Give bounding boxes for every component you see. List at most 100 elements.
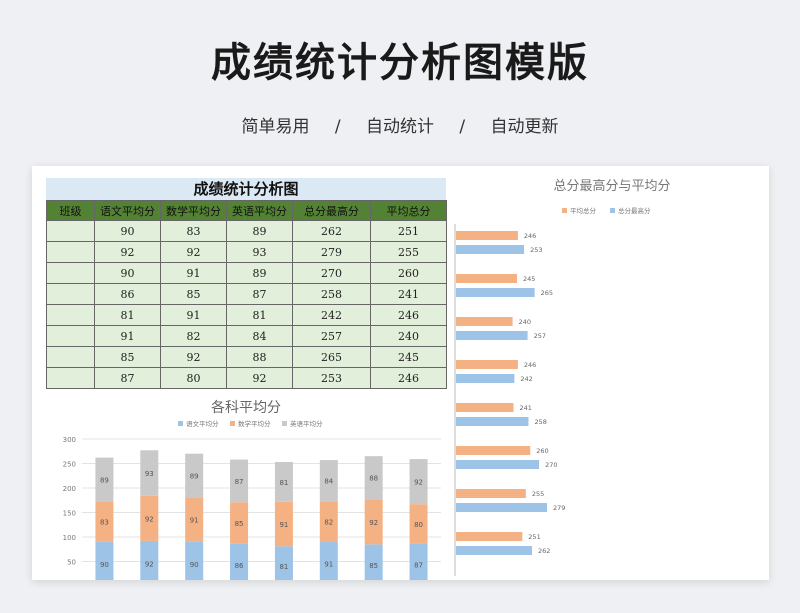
cell-math-avg[interactable]: 91 xyxy=(160,304,227,326)
cell-english-avg[interactable]: 88 xyxy=(226,346,293,368)
data-label: 92 xyxy=(145,560,154,568)
data-label: 93 xyxy=(145,470,154,478)
cell-max-total[interactable]: 253 xyxy=(292,367,371,389)
cell-max-total[interactable]: 257 xyxy=(292,325,371,347)
stacked-bar-segment xyxy=(140,495,159,541)
cell-class[interactable] xyxy=(46,283,95,305)
cell-avg-total[interactable]: 240 xyxy=(370,325,447,347)
data-label: 91 xyxy=(190,517,199,525)
data-label: 255 xyxy=(532,490,544,498)
score-table: 班级 语文平均分 数学平均分 英语平均分 总分最高分 平均总分 90 83 89 26… xyxy=(46,200,447,389)
cell-max-total[interactable]: 279 xyxy=(292,241,371,263)
spreadsheet-preview: 成绩统计分析图 班级 语文平均分 数学平均分 英语平均分 总分最高分 平均总分 … xyxy=(32,166,769,586)
stacked-bar-segment xyxy=(274,462,293,502)
stacked-bar-segment xyxy=(409,504,428,544)
header-chinese-avg[interactable]: 语文平均分 xyxy=(94,200,161,221)
legend-label: 总分最高分 xyxy=(618,206,651,215)
cell-class[interactable] xyxy=(46,325,95,347)
cell-max-total[interactable]: 262 xyxy=(292,220,371,242)
bar xyxy=(456,503,547,512)
data-label: 251 xyxy=(528,533,540,541)
stacked-bar-segment xyxy=(140,450,159,496)
cell-chinese-avg[interactable]: 85 xyxy=(94,346,161,368)
cell-english-avg[interactable]: 93 xyxy=(226,241,293,263)
cell-class[interactable] xyxy=(46,346,95,368)
data-label: 90 xyxy=(190,561,199,569)
data-label: 241 xyxy=(519,404,531,412)
cell-chinese-avg[interactable]: 92 xyxy=(94,241,161,263)
cell-english-avg[interactable]: 89 xyxy=(226,262,293,284)
cell-max-total[interactable]: 270 xyxy=(292,262,371,284)
table-row: 81 91 81 242 246 xyxy=(46,304,447,326)
cell-math-avg[interactable]: 92 xyxy=(160,241,227,263)
stacked-bar-segment xyxy=(185,497,204,542)
cell-class[interactable] xyxy=(46,262,95,284)
cell-english-avg[interactable]: 87 xyxy=(226,283,293,305)
data-label: 83 xyxy=(100,519,109,527)
cell-avg-total[interactable]: 246 xyxy=(370,304,447,326)
cell-max-total[interactable]: 242 xyxy=(292,304,371,326)
cell-english-avg[interactable]: 92 xyxy=(226,367,293,389)
header-max-total[interactable]: 总分最高分 xyxy=(292,200,371,221)
legend-label: 语文平均分 xyxy=(186,419,219,428)
cell-avg-total[interactable]: 251 xyxy=(370,220,447,242)
cell-avg-total[interactable]: 255 xyxy=(370,241,447,263)
y-tick-label: 150 xyxy=(63,510,76,518)
cell-class[interactable] xyxy=(46,367,95,389)
cell-chinese-avg[interactable]: 90 xyxy=(94,262,161,284)
table-row: 91 82 84 257 240 xyxy=(46,325,447,347)
table-row: 90 91 89 270 260 xyxy=(46,262,447,284)
cell-math-avg[interactable]: 91 xyxy=(160,262,227,284)
stacked-bar-segment xyxy=(230,502,249,544)
page-title: 成绩统计分析图模版 xyxy=(211,40,589,86)
feature-tags: 简单易用 / 自动统计 / 自动更新 xyxy=(0,112,800,137)
tag-separator: / xyxy=(334,117,341,137)
cell-avg-total[interactable]: 246 xyxy=(370,367,447,389)
cell-chinese-avg[interactable]: 87 xyxy=(94,367,161,389)
cell-chinese-avg[interactable]: 90 xyxy=(94,220,161,242)
header-class[interactable]: 班级 xyxy=(46,200,95,221)
header-avg-total[interactable]: 平均总分 xyxy=(370,200,447,221)
header-math-avg[interactable]: 数学平均分 xyxy=(160,200,227,221)
cell-math-avg[interactable]: 85 xyxy=(160,283,227,305)
tag-separator: / xyxy=(459,117,466,137)
cell-max-total[interactable]: 258 xyxy=(292,283,371,305)
data-label: 86 xyxy=(235,562,244,570)
legend-swatch xyxy=(230,421,235,426)
header-english-avg[interactable]: 英语平均分 xyxy=(226,200,293,221)
stacked-bar-segment xyxy=(185,453,204,498)
cell-avg-total[interactable]: 260 xyxy=(370,262,447,284)
data-label: 246 xyxy=(524,361,536,369)
stacked-bar-segment xyxy=(364,456,383,500)
cell-avg-total[interactable]: 241 xyxy=(370,283,447,305)
cell-english-avg[interactable]: 89 xyxy=(226,220,293,242)
cell-english-avg[interactable]: 84 xyxy=(226,325,293,347)
cell-max-total[interactable]: 265 xyxy=(292,346,371,368)
cell-english-avg[interactable]: 81 xyxy=(226,304,293,326)
cell-math-avg[interactable]: 82 xyxy=(160,325,227,347)
bar xyxy=(456,417,529,426)
data-label: 92 xyxy=(369,519,378,527)
cell-math-avg[interactable]: 80 xyxy=(160,367,227,389)
cell-class[interactable] xyxy=(46,241,95,263)
cell-class[interactable] xyxy=(46,304,95,326)
cell-class[interactable] xyxy=(46,220,95,242)
cell-math-avg[interactable]: 92 xyxy=(160,346,227,368)
cell-chinese-avg[interactable]: 86 xyxy=(94,283,161,305)
stacked-bar-segment xyxy=(95,501,114,542)
cell-math-avg[interactable]: 83 xyxy=(160,220,227,242)
stacked-bar-segment xyxy=(95,541,114,586)
cell-chinese-avg[interactable]: 91 xyxy=(94,325,161,347)
data-label: 89 xyxy=(100,476,109,484)
cell-chinese-avg[interactable]: 81 xyxy=(94,304,161,326)
stacked-bar-segment xyxy=(95,457,114,502)
table-header-row: 班级 语文平均分 数学平均分 英语平均分 总分最高分 平均总分 xyxy=(46,200,447,221)
data-label: 84 xyxy=(324,478,333,486)
data-label: 80 xyxy=(414,521,423,529)
legend-label: 数学平均分 xyxy=(238,419,271,428)
y-tick-label: 250 xyxy=(63,461,76,469)
bar xyxy=(456,331,528,340)
cell-avg-total[interactable]: 245 xyxy=(370,346,447,368)
